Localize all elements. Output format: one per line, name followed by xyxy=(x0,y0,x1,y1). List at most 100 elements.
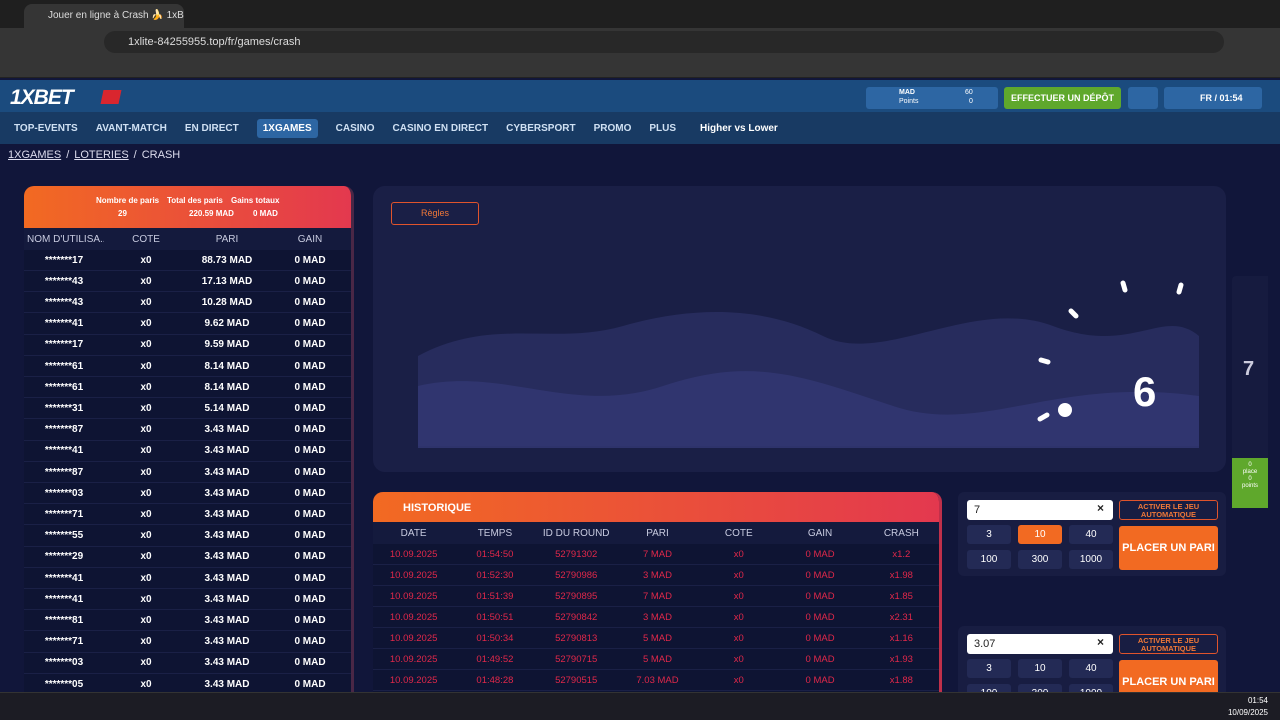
chip[interactable]: 1000 xyxy=(1069,550,1113,569)
chip[interactable]: 40 xyxy=(1069,659,1113,678)
bet-cell: *******41 xyxy=(44,572,84,584)
countdown: 6 xyxy=(1133,368,1157,415)
column-header: DATE xyxy=(400,527,427,539)
bet-cell: 3.43 MAD xyxy=(204,551,250,563)
bet-row: *******29 x0 3.43 MAD 0 MAD xyxy=(24,547,351,568)
history-cell: 5 MAD xyxy=(642,653,673,665)
bet-cell: x0 xyxy=(140,572,152,584)
stat-value: 29 xyxy=(118,209,127,218)
bet-row: *******03 x0 3.43 MAD 0 MAD xyxy=(24,653,351,674)
nav-item[interactable]: AVANT-MATCH xyxy=(95,122,167,134)
points-label: Points xyxy=(899,98,919,105)
chip[interactable]: 3 xyxy=(967,525,1011,544)
bet-cell: *******87 xyxy=(44,466,84,478)
nav-featured[interactable]: Higher vs Lower xyxy=(700,122,778,134)
history-cell: 3 MAD xyxy=(642,569,673,581)
bet-cell: x0 xyxy=(140,508,152,520)
game-graphic xyxy=(418,280,1199,448)
amount-input[interactable]: 3.07 xyxy=(967,634,1113,654)
rules-button[interactable]: Règles xyxy=(391,202,479,225)
bet-cell: 3.43 MAD xyxy=(204,657,250,669)
bet-row: *******55 x0 3.43 MAD 0 MAD xyxy=(24,526,351,547)
place-bet-button[interactable]: PLACER UN PARI xyxy=(1119,526,1218,570)
bet-cell: 0 MAD xyxy=(294,508,326,520)
spinner-dot xyxy=(1058,403,1072,417)
bets-columns: NOM D'UTILISA... COTE PARI GAIN xyxy=(24,228,351,250)
auto-play-button[interactable]: ACTIVER LE JEU AUTOMATIQUE xyxy=(1119,500,1218,520)
history-row: 10.09.2025 01:48:28 52790515 7.03 MAD x0 0 MA… xyxy=(373,670,939,691)
bet-cell: x0 xyxy=(140,530,152,542)
chip[interactable]: 40 xyxy=(1069,525,1113,544)
history-cell: 10.09.2025 xyxy=(389,674,438,686)
points: 0 xyxy=(1248,476,1252,482)
chip[interactable]: 10 xyxy=(1018,659,1062,678)
history-cell: 52790813 xyxy=(555,632,598,644)
history-cell: 52790515 xyxy=(555,674,598,686)
bet-cell: *******61 xyxy=(44,381,84,393)
history-cell: 52790895 xyxy=(555,590,598,602)
auto-play-button[interactable]: ACTIVER LE JEU AUTOMATIQUE xyxy=(1119,634,1218,654)
nav-item[interactable]: PLUS xyxy=(649,122,677,134)
clock-date: 10/09/2025 xyxy=(1227,708,1268,717)
bet-cell: *******41 xyxy=(44,318,84,330)
nav-item[interactable]: CASINO EN DIRECT xyxy=(392,122,489,134)
history-cell: 52790842 xyxy=(555,611,598,623)
bookmarks-bar xyxy=(0,56,1280,78)
bet-cell: 0 MAD xyxy=(294,275,326,287)
breadcrumb-item[interactable]: 1XGAMES xyxy=(8,149,62,161)
bet-row: *******05 x0 3.43 MAD 0 MAD xyxy=(24,674,351,692)
place: 0 xyxy=(1248,462,1252,468)
history-cell: 52790715 xyxy=(555,653,598,665)
bet-row: *******17 x0 88.73 MAD 0 MAD xyxy=(24,250,351,271)
browser-tab[interactable]: Jouer en ligne à Crash 🍌 1xBe xyxy=(24,4,184,28)
clear-button[interactable]: × xyxy=(1097,635,1105,649)
history-cell: 01:51:39 xyxy=(476,590,514,602)
history-cell: 01:49:52 xyxy=(476,653,514,665)
account[interactable]: MAD Points 60 0 xyxy=(866,87,998,109)
deposit-button[interactable]: EFFECTUER UN DÉPÔT xyxy=(1004,87,1121,109)
nav-item[interactable]: PROMO xyxy=(593,122,632,134)
bet-cell: 0 MAD xyxy=(294,572,326,584)
history-cell: 01:52:30 xyxy=(476,569,514,581)
chip[interactable]: 10 xyxy=(1018,525,1062,544)
bet-cell: *******71 xyxy=(44,508,84,520)
sidebar-digit[interactable]: 7 xyxy=(1243,358,1255,380)
nav-item[interactable]: 1XGAMES xyxy=(256,118,318,138)
breadcrumb: 1XGAMES / LOTERIES / CRASH xyxy=(8,149,180,161)
amount-input[interactable]: 7 xyxy=(967,500,1113,520)
bet-cell: *******61 xyxy=(44,360,84,372)
chip[interactable]: 100 xyxy=(967,550,1011,569)
bet-cell: x0 xyxy=(140,275,152,287)
history-cell: 0 MAD xyxy=(805,653,835,665)
history-cell: x0 xyxy=(733,632,744,644)
bet-cell: 3.43 MAD xyxy=(204,445,250,457)
chip[interactable]: 3 xyxy=(967,659,1011,678)
history-cell: 10.09.2025 xyxy=(389,611,438,623)
language[interactable]: FR / 01:54 xyxy=(1164,87,1262,109)
breadcrumb-item[interactable]: LOTERIES xyxy=(74,149,129,161)
clear-button[interactable]: × xyxy=(1097,501,1105,515)
history-cell: 5 MAD xyxy=(642,632,673,644)
nav-item[interactable]: CYBERSPORT xyxy=(506,122,576,134)
separator: / xyxy=(66,149,70,161)
logo[interactable]: 1XBET xyxy=(10,86,74,109)
nav-item[interactable]: EN DIRECT xyxy=(184,122,239,134)
chip[interactable]: 300 xyxy=(1018,550,1062,569)
bet-row: *******41 x0 3.43 MAD 0 MAD xyxy=(24,589,351,611)
url[interactable]: 1xlite-84255955.top/fr/games/crash xyxy=(104,31,1224,53)
history-cell: 01:50:34 xyxy=(476,632,514,644)
bet-cell: 0 MAD xyxy=(294,296,326,308)
bet-cell: *******55 xyxy=(44,530,84,542)
history-row: 10.09.2025 01:49:52 52790715 5 MAD x0 0 MAD x1… xyxy=(373,649,939,670)
bet-cell: 9.59 MAD xyxy=(204,339,250,351)
history-row: 10.09.2025 01:52:30 52790986 3 MAD x0 0 MAD x1… xyxy=(373,565,939,586)
history-cell: 10.09.2025 xyxy=(389,632,438,644)
bets-stats: Nombre de paris 29 Total des paris 220.59 M… xyxy=(24,186,351,228)
messages[interactable] xyxy=(1128,87,1158,109)
history-row: 10.09.2025 01:50:51 52790842 3 MAD x0 0 MAD x2… xyxy=(373,607,939,628)
nav-item[interactable]: TOP-EVENTS xyxy=(14,122,78,134)
points-badge[interactable]: 0 place 0 points xyxy=(1232,458,1268,508)
nav-item[interactable]: CASINO xyxy=(335,122,375,134)
taskbar: 01:54 10/09/2025 xyxy=(0,692,1280,720)
bet-row: *******17 x0 9.59 MAD 0 MAD xyxy=(24,335,351,356)
